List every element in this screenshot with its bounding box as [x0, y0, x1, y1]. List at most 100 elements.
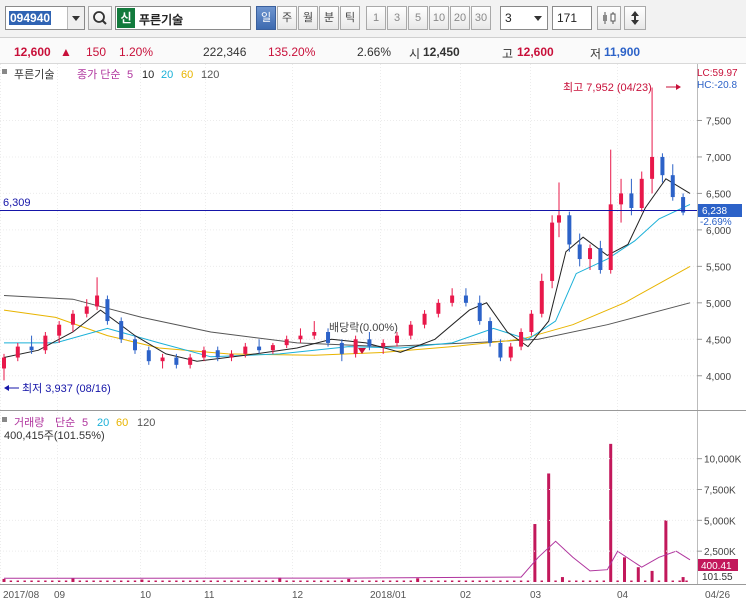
chevron-down-icon[interactable] [531, 7, 545, 29]
candle-body-29 [394, 335, 399, 343]
volume-bar-28 [99, 580, 102, 582]
candle-body-28 [381, 342, 386, 347]
candle-body-37 [498, 342, 503, 358]
candle-body-35 [477, 302, 482, 322]
minute-20-button[interactable]: 20 [450, 6, 470, 30]
volume-bar-34 [120, 580, 123, 582]
low-annotation: 최저 3,937 (08/16) [22, 382, 111, 395]
minute-30-button[interactable]: 30 [471, 6, 491, 30]
volume-spike-4 [347, 578, 351, 582]
chart-grid [0, 64, 698, 584]
date-axis-labels: 2017/08 09 10 11 12 2018/01 02 03 04 04/26 [3, 590, 730, 601]
candle-body-3 [43, 335, 48, 351]
volume-spike-8 [560, 577, 564, 582]
price-tick-label-2: 6,500 [706, 189, 731, 200]
price-tick-label-4: 5,500 [706, 262, 731, 273]
volume-bar-182 [630, 580, 633, 582]
price-change-pct: 1.20% [119, 45, 154, 59]
volume-spike-6 [533, 524, 537, 582]
minute-1-button[interactable]: 1 [366, 6, 386, 30]
volume-bar-74 [257, 580, 261, 582]
low-price: 11,900 [604, 45, 641, 59]
price-tick-label-7: 4,000 [706, 372, 731, 383]
bar-count-input[interactable]: 171 [552, 6, 592, 30]
price-tick-label-0: 7,500 [706, 116, 731, 127]
volume-spike-2 [140, 579, 144, 582]
period-week-button[interactable]: 주 [277, 6, 297, 30]
volume-bar-160 [554, 580, 557, 582]
minute-5-button[interactable]: 5 [408, 6, 428, 30]
volume-bar-86 [299, 580, 302, 582]
current-price: 12,600 [14, 45, 51, 59]
candle-body-19 [257, 346, 262, 351]
volume-bar-84 [292, 580, 295, 582]
candle-body-30 [408, 324, 413, 336]
candle-body-38 [508, 346, 513, 358]
search-button[interactable] [88, 6, 112, 30]
dropdown-icon[interactable] [67, 7, 84, 29]
period-day-button[interactable]: 일 [256, 6, 276, 30]
volume-tag-text: 400.41 [701, 561, 732, 572]
volume-legend-type: 단순 [55, 416, 75, 429]
volume-bar-76 [264, 580, 268, 582]
vertical-scale-button[interactable] [624, 6, 646, 30]
volume-bar-18 [64, 580, 68, 582]
volume-bar-32 [113, 580, 116, 582]
axes [0, 64, 746, 585]
volume-bar-50 [175, 580, 178, 582]
turnover-pct: 2.66% [357, 45, 392, 59]
volume-bar-12 [44, 580, 47, 582]
lc-label: LC:59.97 [697, 68, 738, 79]
vol-tick-label-1: 7,500K [704, 486, 736, 497]
volume-bar-56 [195, 580, 199, 582]
volume-bar-116 [402, 580, 406, 582]
volume-bar-42 [147, 580, 150, 582]
volume-bar-168 [581, 580, 585, 582]
volume-bar-58 [202, 580, 206, 582]
candle-body-11 [146, 350, 151, 362]
price-volume-chart[interactable]: 푸른기술 종가 단순 5 10 20 60 120 LC:59.97 HC:-2… [0, 64, 746, 604]
period-tick-button[interactable]: 틱 [340, 6, 360, 30]
stock-name-box[interactable]: 신 푸른기술 [115, 6, 251, 30]
volume-bar-146 [506, 580, 509, 582]
candle-body-47 [598, 248, 603, 270]
candle-body-7 [95, 295, 100, 307]
date-label-5: 2018/01 [370, 590, 407, 601]
stock-name: 푸른기술 [139, 13, 184, 27]
candle-body-32 [436, 302, 441, 314]
count-value: 3 [505, 11, 512, 25]
stock-code-input[interactable]: 094940 [5, 6, 85, 30]
volume-bar-16 [57, 580, 61, 582]
left-arrow-icon [4, 385, 9, 391]
period-month-button[interactable]: 월 [298, 6, 318, 30]
volume-spike-12 [650, 570, 654, 582]
candle-settings-button[interactable] [597, 6, 621, 30]
date-label-3: 11 [204, 590, 215, 601]
volume-bar-54 [188, 580, 192, 582]
open-label: 시 [409, 47, 421, 61]
vol-ma20-label: 20 [97, 417, 109, 429]
candle-body-12 [160, 357, 165, 362]
price-axis-ticks: 7,500 7,000 6,500 6,000 5,500 5,000 4,500 4,000 [697, 116, 731, 383]
current-price-tag [698, 204, 742, 217]
price-change: 150 [86, 45, 107, 59]
volume-bar-70 [244, 580, 247, 582]
candle-body-22 [298, 335, 303, 340]
volume-bar-106 [368, 580, 371, 582]
volume-bar-124 [430, 580, 433, 582]
count-select[interactable]: 3 [500, 6, 548, 30]
period-minute-button[interactable]: 분 [319, 6, 339, 30]
price-tick-label-3: 6,000 [706, 226, 731, 237]
minute-10-button[interactable]: 10 [429, 6, 449, 30]
volume-bar-172 [595, 580, 599, 582]
volume-bar-166 [575, 580, 578, 582]
candle-body-41 [539, 280, 544, 314]
candle-body-43 [557, 215, 562, 223]
low-label: 저 [590, 47, 602, 61]
volume-tag [698, 559, 738, 571]
minute-3-button[interactable]: 3 [387, 6, 407, 30]
vol-tick-label-3: 2,500K [704, 547, 736, 558]
volume-spike-5 [416, 578, 420, 582]
volume-axis-ticks: 10,000K 7,500K 5,000K 2,500K [0, 455, 742, 558]
date-label-8: 04 [617, 590, 629, 601]
